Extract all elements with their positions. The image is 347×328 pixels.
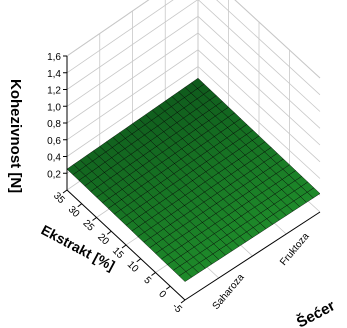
z-tick-label: 1,4 xyxy=(47,69,61,80)
z-tick-label: 0,4 xyxy=(47,153,61,164)
y-tick-mark xyxy=(165,285,171,290)
z-tick-label: 0,2 xyxy=(47,169,61,180)
y-tick-mark xyxy=(180,299,186,304)
y-tick-label: 0 xyxy=(156,289,168,301)
y-tick-mark xyxy=(77,203,83,208)
z-tick-label: 1,6 xyxy=(47,52,61,63)
y-tick-mark xyxy=(121,244,127,249)
z-tick-label: 0,6 xyxy=(47,136,61,147)
y-tick-mark xyxy=(62,189,68,194)
surface-cell xyxy=(66,164,80,175)
y-tick-mark xyxy=(92,217,97,221)
x-axis-title: Šećer xyxy=(293,296,338,328)
y-tick-label: -5 xyxy=(170,301,184,315)
surface xyxy=(66,77,321,282)
z-gridline xyxy=(66,0,321,112)
y-tick-mark xyxy=(106,230,112,235)
y-tick-mark xyxy=(136,258,142,263)
y-tick-mark xyxy=(151,272,156,276)
y-tick-label: 20 xyxy=(95,232,111,248)
x-tick-label: Saharoza xyxy=(211,272,247,312)
z-gridline xyxy=(66,0,321,96)
y-tick-label: 35 xyxy=(51,190,67,206)
y-tick-label: 10 xyxy=(125,259,141,275)
y-tick-label: 30 xyxy=(66,204,82,220)
y-axis-title: Ekstrakt [%] xyxy=(39,222,118,274)
z-axis-title: Kohezivnost [N] xyxy=(7,79,24,193)
top-frame xyxy=(66,0,321,79)
z-tick-label: 1,0 xyxy=(47,102,61,113)
z-tick-labels: 1,6 1,4 1,2 1,0 0,8 0,6 0,4 0,2 xyxy=(47,52,67,180)
z-tick-label: 0,8 xyxy=(47,119,61,130)
z-tick-label: 1,2 xyxy=(47,86,61,97)
x-axis-line xyxy=(184,211,321,301)
y-tick-label: 25 xyxy=(80,218,96,234)
y-tick-label: 5 xyxy=(141,275,153,287)
